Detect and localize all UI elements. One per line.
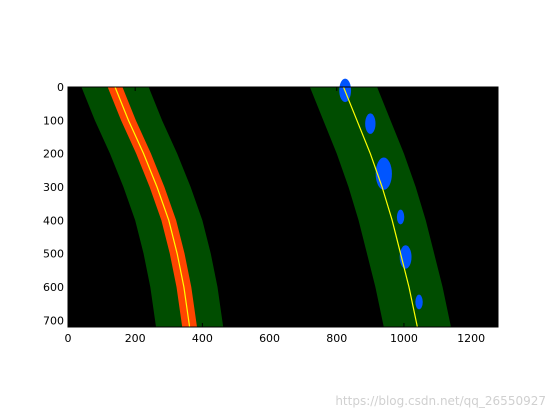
x-tick-label: 800 bbox=[326, 332, 347, 345]
y-tick-label: 500 bbox=[43, 248, 64, 261]
x-tick-label: 1200 bbox=[457, 332, 485, 345]
y-tick-label: 300 bbox=[43, 181, 64, 194]
y-tick-label: 600 bbox=[43, 281, 64, 294]
y-tick-label: 700 bbox=[43, 314, 64, 327]
x-tick-label: 200 bbox=[125, 332, 146, 345]
watermark: https://blog.csdn.net/qq_26550927 bbox=[335, 394, 546, 408]
right-lane-pixels-blob-2 bbox=[375, 157, 392, 190]
plot-frame bbox=[67, 86, 499, 328]
y-tick-label: 400 bbox=[43, 214, 64, 227]
right-lane-pixels-blob-3 bbox=[396, 209, 405, 225]
right-lane-search-window bbox=[309, 87, 451, 327]
x-tick-label: 600 bbox=[259, 332, 280, 345]
search-windows bbox=[81, 87, 451, 327]
right-lane-pixels-blob-5 bbox=[415, 294, 423, 310]
right-lane-fit-line bbox=[342, 86, 418, 328]
right-lane-pixels-blob-1 bbox=[365, 113, 376, 134]
y-tick-label: 100 bbox=[43, 114, 64, 127]
left-lane-pixels-band bbox=[107, 87, 197, 327]
x-tick-label: 400 bbox=[192, 332, 213, 345]
left-lane-search-window bbox=[81, 87, 224, 327]
left-lane-fit-line bbox=[114, 86, 191, 328]
y-tick-label: 0 bbox=[57, 81, 64, 94]
plot-area bbox=[67, 78, 499, 328]
y-axis: 0 100 200 300 400 500 600 700 bbox=[43, 81, 498, 327]
x-axis: 0 200 400 600 800 1000 1200 bbox=[65, 87, 485, 345]
y-tick-label: 200 bbox=[43, 148, 64, 161]
lane-fit-lines bbox=[114, 86, 418, 328]
x-tick-label: 0 bbox=[65, 332, 72, 345]
x-tick-label: 1000 bbox=[390, 332, 418, 345]
